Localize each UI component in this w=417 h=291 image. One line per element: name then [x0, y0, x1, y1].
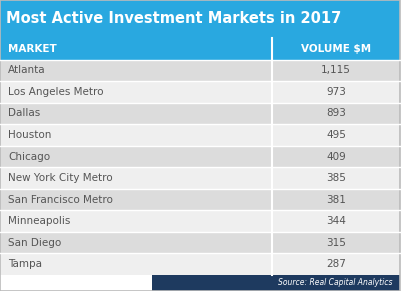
Text: New York City Metro: New York City Metro	[8, 173, 113, 183]
FancyBboxPatch shape	[0, 253, 400, 275]
FancyBboxPatch shape	[0, 232, 400, 253]
Text: Tampa: Tampa	[8, 259, 42, 269]
Text: 381: 381	[326, 195, 346, 205]
Text: 287: 287	[326, 259, 346, 269]
Text: 973: 973	[326, 87, 346, 97]
Text: San Diego: San Diego	[8, 238, 61, 248]
FancyBboxPatch shape	[0, 60, 400, 81]
FancyBboxPatch shape	[152, 275, 400, 291]
Text: 315: 315	[326, 238, 346, 248]
Text: 893: 893	[326, 109, 346, 118]
Text: Minneapolis: Minneapolis	[8, 216, 70, 226]
Text: Chicago: Chicago	[8, 152, 50, 162]
Text: MARKET: MARKET	[8, 44, 57, 54]
Text: 1,115: 1,115	[321, 65, 351, 75]
Text: 344: 344	[326, 216, 346, 226]
Text: 495: 495	[326, 130, 346, 140]
Text: Atlanta: Atlanta	[8, 65, 45, 75]
Text: 409: 409	[326, 152, 346, 162]
FancyBboxPatch shape	[0, 0, 400, 38]
Text: Source: Real Capital Analytics: Source: Real Capital Analytics	[278, 278, 392, 288]
FancyBboxPatch shape	[0, 124, 400, 146]
FancyBboxPatch shape	[0, 146, 400, 167]
Text: Dallas: Dallas	[8, 109, 40, 118]
FancyBboxPatch shape	[0, 210, 400, 232]
FancyBboxPatch shape	[0, 167, 400, 189]
Text: Los Angeles Metro: Los Angeles Metro	[8, 87, 103, 97]
Text: VOLUME $M: VOLUME $M	[301, 44, 371, 54]
Text: Houston: Houston	[8, 130, 51, 140]
Text: San Francisco Metro: San Francisco Metro	[8, 195, 113, 205]
Text: 385: 385	[326, 173, 346, 183]
FancyBboxPatch shape	[0, 189, 400, 210]
FancyBboxPatch shape	[0, 38, 400, 60]
FancyBboxPatch shape	[0, 81, 400, 103]
FancyBboxPatch shape	[0, 103, 400, 124]
Text: Most Active Investment Markets in 2017: Most Active Investment Markets in 2017	[6, 11, 341, 26]
